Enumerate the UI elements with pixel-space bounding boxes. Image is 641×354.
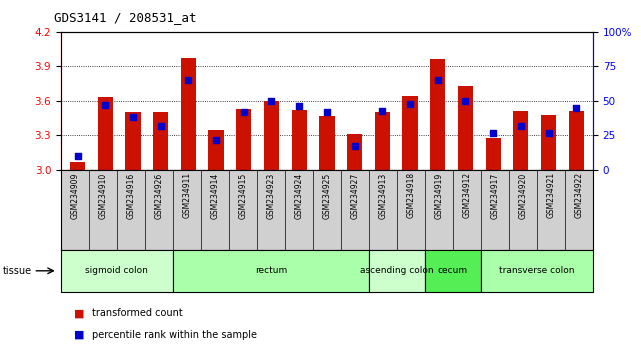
Text: GSM234915: GSM234915	[238, 172, 247, 218]
Bar	[70, 162, 85, 170]
Bar	[97, 97, 113, 170]
Point	[211, 137, 221, 142]
FancyBboxPatch shape	[425, 250, 481, 292]
Bar	[403, 96, 418, 170]
Text: GSM234911: GSM234911	[183, 172, 192, 218]
Bar	[541, 115, 556, 170]
Text: cecum: cecum	[438, 266, 468, 275]
FancyBboxPatch shape	[61, 250, 173, 292]
Bar	[375, 113, 390, 170]
Bar	[236, 109, 251, 170]
Point	[72, 153, 83, 159]
Text: GSM234918: GSM234918	[406, 172, 415, 218]
Text: GSM234914: GSM234914	[210, 172, 219, 218]
Bar	[569, 111, 584, 170]
Text: GSM234909: GSM234909	[71, 172, 79, 219]
Bar	[153, 113, 169, 170]
Text: transformed count: transformed count	[92, 308, 183, 318]
Point	[488, 130, 498, 136]
Text: GSM234924: GSM234924	[294, 172, 303, 218]
Bar	[513, 111, 528, 170]
Point	[267, 98, 277, 104]
Bar	[181, 58, 196, 170]
Text: GSM234912: GSM234912	[462, 172, 471, 218]
Point	[238, 109, 249, 115]
Bar	[458, 86, 473, 170]
Bar	[319, 116, 335, 170]
Point	[128, 115, 138, 120]
Text: ■: ■	[74, 330, 84, 339]
FancyBboxPatch shape	[173, 250, 369, 292]
Bar	[430, 59, 445, 170]
Text: percentile rank within the sample: percentile rank within the sample	[92, 330, 256, 339]
Point	[294, 104, 304, 109]
Text: sigmoid colon: sigmoid colon	[85, 266, 148, 275]
Point	[183, 78, 194, 83]
Text: GSM234925: GSM234925	[322, 172, 331, 218]
Point	[544, 130, 554, 136]
Bar	[126, 113, 140, 170]
Point	[433, 78, 443, 83]
Text: GSM234917: GSM234917	[490, 172, 499, 218]
Point	[156, 123, 166, 129]
Bar	[292, 110, 307, 170]
Text: ■: ■	[74, 308, 84, 318]
Text: rectum: rectum	[254, 266, 287, 275]
Point	[405, 101, 415, 107]
Text: GSM234922: GSM234922	[574, 172, 583, 218]
FancyBboxPatch shape	[369, 250, 425, 292]
Point	[349, 144, 360, 149]
Point	[460, 98, 470, 104]
Text: GSM234919: GSM234919	[435, 172, 444, 218]
Text: tissue: tissue	[3, 266, 32, 276]
Point	[516, 123, 526, 129]
Text: GSM234910: GSM234910	[99, 172, 108, 218]
Bar	[347, 134, 362, 170]
Point	[100, 102, 110, 108]
Text: GSM234926: GSM234926	[154, 172, 163, 218]
FancyBboxPatch shape	[481, 250, 593, 292]
Bar	[485, 138, 501, 170]
Text: GSM234916: GSM234916	[126, 172, 135, 218]
Point	[571, 105, 581, 111]
Text: GSM234920: GSM234920	[519, 172, 528, 218]
Point	[377, 108, 387, 113]
Text: GDS3141 / 208531_at: GDS3141 / 208531_at	[54, 11, 197, 24]
Text: ascending colon: ascending colon	[360, 266, 434, 275]
Text: GSM234921: GSM234921	[546, 172, 555, 218]
Text: transverse colon: transverse colon	[499, 266, 575, 275]
Text: GSM234913: GSM234913	[378, 172, 387, 218]
Bar	[264, 101, 279, 170]
Bar	[208, 130, 224, 170]
Text: GSM234923: GSM234923	[267, 172, 276, 218]
Text: GSM234927: GSM234927	[351, 172, 360, 218]
Point	[322, 109, 332, 115]
